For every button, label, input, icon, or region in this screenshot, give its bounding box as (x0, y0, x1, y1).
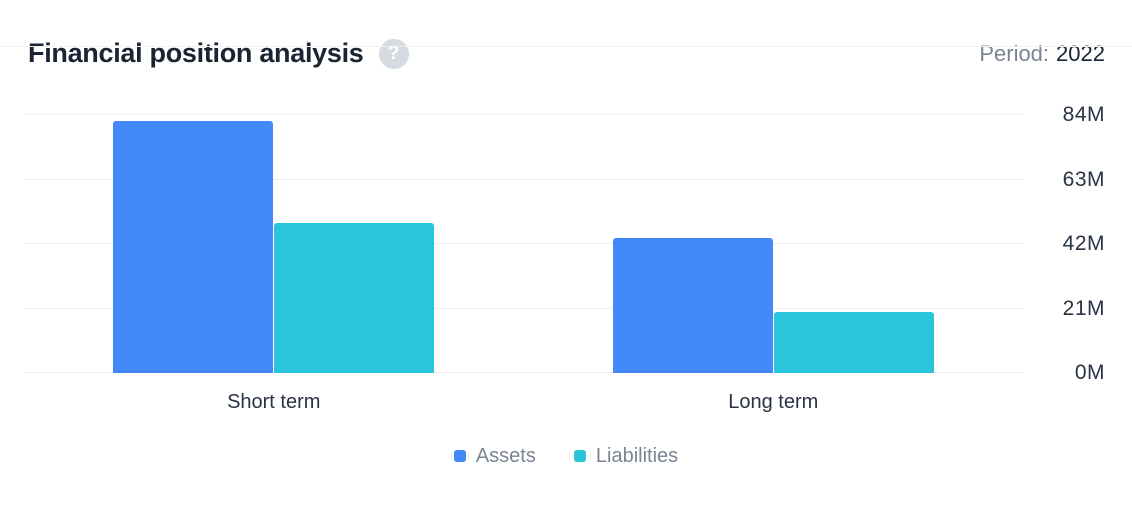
legend-swatch-liabilities (573, 450, 586, 462)
legend-swatch-assets (453, 450, 466, 462)
period-value: 2022 (1056, 40, 1105, 66)
page-title: Financial position analysis (28, 38, 364, 68)
title-wrap: Financial position analysis ? (28, 38, 409, 69)
legend-label-liabilities: Liabilities (595, 445, 679, 467)
bar-group-short-term (24, 115, 524, 373)
bar-liabilities-short-term[interactable] (274, 222, 435, 373)
y-tick-label-63M: 63M (1062, 167, 1105, 191)
gridline-63M (24, 178, 1023, 180)
x-tick-label-long-term: Long term (728, 391, 819, 413)
bar-assets-short-term[interactable] (113, 121, 274, 373)
bar-group-long-term (524, 115, 1024, 373)
period-selector: Period: 2022 (979, 41, 1105, 67)
legend-item-assets[interactable]: Assets (453, 444, 536, 468)
y-tick-label-0M: 0M (1074, 361, 1105, 384)
legend-item-liabilities[interactable]: Liabilities (573, 444, 679, 468)
header: Financial position analysis ? Period: 202… (28, 38, 1105, 69)
gridline-0M (24, 372, 1023, 373)
legend: Assets Liabilities (0, 444, 1132, 468)
help-icon[interactable]: ? (378, 38, 409, 69)
y-tick-label-84M: 84M (1062, 103, 1105, 126)
bar-assets-long-term[interactable] (612, 237, 773, 373)
x-axis: Short term Long term (24, 390, 1023, 414)
plot-area (24, 114, 1023, 373)
y-tick-label-21M: 21M (1062, 296, 1105, 320)
gridline-42M (24, 243, 1023, 244)
legend-label-assets: Assets (475, 445, 536, 467)
y-axis: 0M 21M 42M 63M 84M (1023, 103, 1132, 384)
bar-liabilities-long-term[interactable] (773, 311, 934, 373)
top-divider (0, 46, 1132, 47)
period-label: Period: (979, 40, 1050, 66)
y-tick-label-42M: 42M (1062, 232, 1105, 255)
gridline-21M (24, 307, 1023, 309)
chart: 0M 21M 42M 63M 84M (0, 103, 1132, 384)
gridline-84M (24, 114, 1023, 115)
x-tick-label-short-term: Short term (227, 391, 321, 413)
bar-groups (24, 115, 1023, 373)
